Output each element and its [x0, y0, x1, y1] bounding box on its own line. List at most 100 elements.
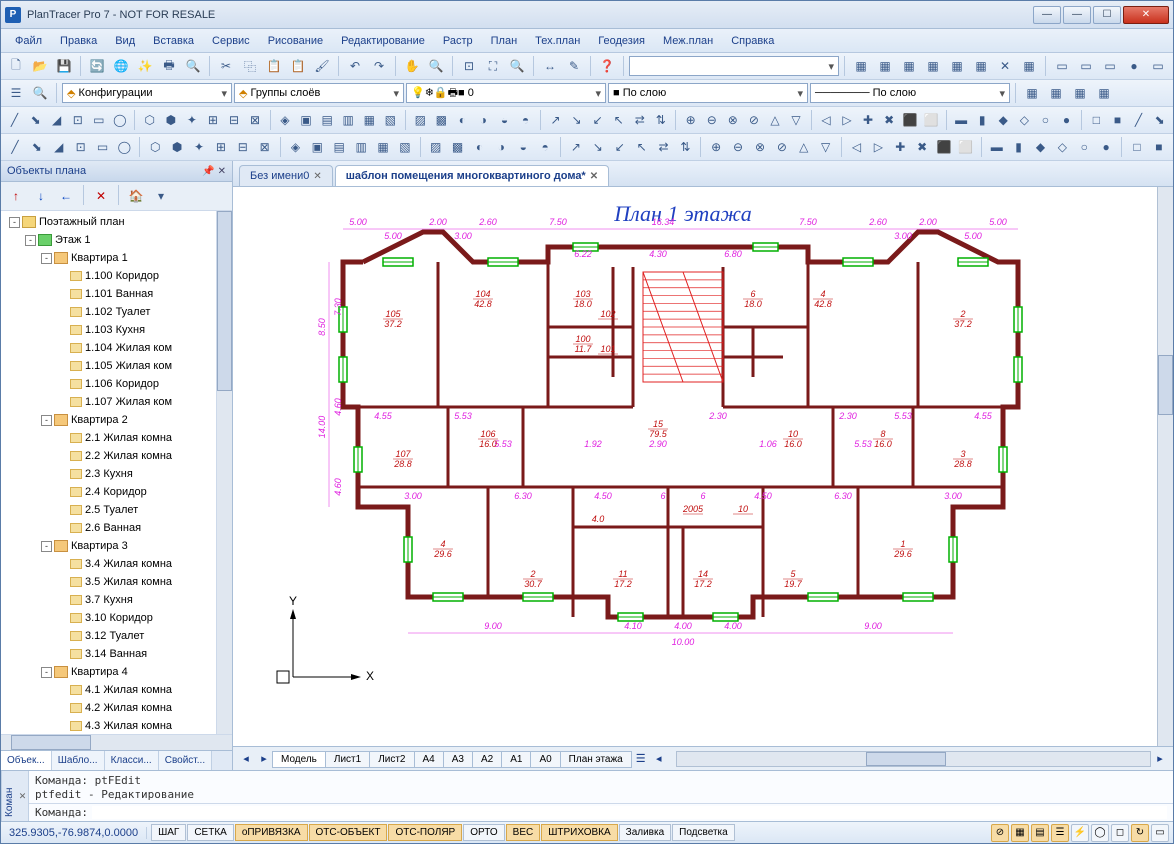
layout-tab-0[interactable]: Модель — [272, 751, 326, 768]
expander-icon[interactable]: - — [9, 217, 20, 228]
plan-tool-25-icon[interactable]: ↘ — [588, 136, 608, 158]
layout-tab-6[interactable]: A1 — [501, 751, 531, 768]
plan-tool-38-icon[interactable]: ✚ — [890, 136, 910, 158]
draw-tool-8-icon[interactable]: ✦ — [182, 109, 201, 131]
draw-tool-23-icon[interactable]: ◓ — [516, 109, 535, 131]
close-button[interactable]: ✕ — [1123, 6, 1169, 24]
tool-b2-icon[interactable]: ▭ — [1075, 55, 1097, 77]
tool-a8-icon[interactable]: ▦ — [1018, 55, 1040, 77]
dd-icon[interactable]: ▾ — [150, 185, 172, 207]
menu-план[interactable]: План — [483, 32, 526, 50]
layout-next-icon[interactable]: ▸ — [255, 750, 273, 768]
tree-node[interactable]: 4.1 Жилая комна — [1, 681, 216, 699]
delete-icon[interactable]: ✕ — [90, 185, 112, 207]
tree-node[interactable]: 1.104 Жилая ком — [1, 339, 216, 357]
pan-icon[interactable]: ✋ — [401, 55, 423, 77]
brush-icon[interactable]: 🖌 — [311, 55, 333, 77]
zoom-extents-icon[interactable]: ⛶ — [482, 55, 504, 77]
plan-tool-11-icon[interactable]: ⊠ — [255, 136, 275, 158]
toggle-сетка[interactable]: СЕТКА — [187, 824, 234, 841]
expander-icon[interactable]: - — [41, 541, 52, 552]
draw-tool-5-icon[interactable]: ◯ — [110, 109, 129, 131]
plan-tool-35-icon[interactable]: ▽ — [816, 136, 836, 158]
layout-opt-icon[interactable]: ☰ — [632, 750, 650, 768]
toggle-опривязка[interactable]: оПРИВЯЗКА — [235, 824, 308, 841]
config-combo[interactable]: ⬘ Конфигурации▾ — [62, 83, 232, 103]
draw-tool-34-icon[interactable]: △ — [765, 109, 784, 131]
draw-tool-42-icon[interactable]: ▬ — [952, 109, 971, 131]
toggle-подсветка[interactable]: Подсветка — [672, 824, 735, 841]
s7-icon[interactable]: ◻ — [1111, 824, 1129, 842]
plan-tool-34-icon[interactable]: △ — [794, 136, 814, 158]
home-icon[interactable]: 🏠 — [125, 185, 147, 207]
draw-tool-7-icon[interactable]: ⬢ — [161, 109, 180, 131]
s3-icon[interactable]: ▤ — [1031, 824, 1049, 842]
plan-tool-22-icon[interactable]: ◒ — [513, 136, 533, 158]
draw-tool-33-icon[interactable]: ⊘ — [744, 109, 763, 131]
layout-end2-icon[interactable]: ▸ — [1151, 750, 1169, 768]
plan-tool-9-icon[interactable]: ⊞ — [211, 136, 231, 158]
plan-tool-23-icon[interactable]: ◓ — [535, 136, 555, 158]
draw-tool-9-icon[interactable]: ⊞ — [203, 109, 222, 131]
panel-tab-3[interactable]: Свойст... — [159, 751, 212, 770]
plan-tool-33-icon[interactable]: ⊘ — [772, 136, 792, 158]
menu-растр[interactable]: Растр — [435, 32, 481, 50]
copy-icon[interactable]: ⿻ — [239, 55, 261, 77]
plan-tool-42-icon[interactable]: ▬ — [987, 136, 1007, 158]
arrow-left-icon[interactable]: ← — [55, 185, 77, 207]
paste-icon[interactable]: 📋 — [263, 55, 285, 77]
expander-icon[interactable]: - — [25, 235, 36, 246]
wizard-icon[interactable]: ✨ — [134, 55, 156, 77]
draw-tool-45-icon[interactable]: ◇ — [1015, 109, 1034, 131]
doc-tab-0[interactable]: Без имени0✕ — [239, 165, 333, 186]
draw-tool-16-icon[interactable]: ▦ — [360, 109, 379, 131]
tree-node[interactable]: -Поэтажный план — [1, 213, 216, 231]
tree-node[interactable]: -Квартира 4 — [1, 663, 216, 681]
draw-tool-27-icon[interactable]: ↖ — [609, 109, 628, 131]
expander-icon[interactable]: - — [41, 415, 52, 426]
tree-node[interactable]: 2.3 Кухня — [1, 465, 216, 483]
layer-t4-icon[interactable]: ▦ — [1093, 82, 1115, 104]
tree-node[interactable]: 1.102 Туалет — [1, 303, 216, 321]
plan-tool-3-icon[interactable]: ⊡ — [71, 136, 91, 158]
plan-tool-10-icon[interactable]: ⊟ — [233, 136, 253, 158]
open-icon[interactable]: 📂 — [29, 55, 51, 77]
draw-tool-15-icon[interactable]: ▥ — [339, 109, 358, 131]
toggle-штриховка[interactable]: ШТРИХОВКА — [541, 824, 617, 841]
drawing-canvas[interactable]: План 1 этажа5.002.002.607.5016.347.502.6… — [233, 187, 1173, 746]
draw-tool-48-icon[interactable]: □ — [1087, 109, 1106, 131]
tree-node[interactable]: 3.12 Туалет — [1, 627, 216, 645]
s1-icon[interactable]: ⊘ — [991, 824, 1009, 842]
draw-tool-32-icon[interactable]: ⊗ — [723, 109, 742, 131]
layout-tab-3[interactable]: A4 — [414, 751, 444, 768]
menu-вставка[interactable]: Вставка — [145, 32, 202, 50]
doc-tab-1[interactable]: шаблон помещения многоквартиного дома*✕ — [335, 165, 609, 186]
new-icon[interactable]: 🗋 — [5, 55, 27, 77]
draw-tool-49-icon[interactable]: ■ — [1108, 109, 1127, 131]
tree-node[interactable]: -Этаж 1 — [1, 231, 216, 249]
plan-tool-0-icon[interactable]: ╱ — [5, 136, 25, 158]
layout-prev-icon[interactable]: ◂ — [237, 750, 255, 768]
plan-tool-45-icon[interactable]: ◇ — [1052, 136, 1072, 158]
plan-tool-4-icon[interactable]: ▭ — [93, 136, 113, 158]
draw-tool-36-icon[interactable]: ◁ — [816, 109, 835, 131]
layout-tab-4[interactable]: A3 — [443, 751, 473, 768]
draw-tool-44-icon[interactable]: ◆ — [994, 109, 1013, 131]
draw-tool-19-icon[interactable]: ▩ — [432, 109, 451, 131]
zoom-icon[interactable]: 🔍 — [425, 55, 447, 77]
tree-node[interactable]: -Квартира 1 — [1, 249, 216, 267]
layout-tab-8[interactable]: План этажа — [560, 751, 632, 768]
globe-icon[interactable]: 🌐 — [110, 55, 132, 77]
draw-tool-47-icon[interactable]: ● — [1057, 109, 1076, 131]
menu-вид[interactable]: Вид — [107, 32, 143, 50]
measure-icon[interactable]: ↔ — [539, 55, 561, 77]
tree-node[interactable]: 3.7 Кухня — [1, 591, 216, 609]
s4-icon[interactable]: ☰ — [1051, 824, 1069, 842]
draw-tool-12-icon[interactable]: ◈ — [275, 109, 294, 131]
draw-tool-46-icon[interactable]: ○ — [1036, 109, 1055, 131]
arrow-down-icon[interactable]: ↓ — [30, 185, 52, 207]
plan-tool-36-icon[interactable]: ◁ — [847, 136, 867, 158]
menu-рисование[interactable]: Рисование — [260, 32, 331, 50]
tree-node[interactable]: 3.4 Жилая комна — [1, 555, 216, 573]
tree-node[interactable]: 2.1 Жилая комна — [1, 429, 216, 447]
